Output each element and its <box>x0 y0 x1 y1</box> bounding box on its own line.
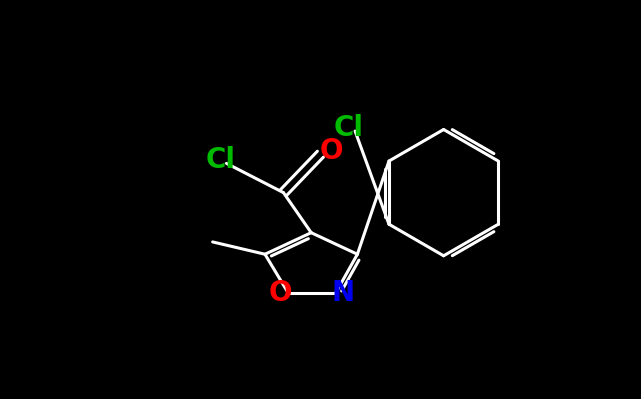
Text: Cl: Cl <box>334 114 364 142</box>
Text: N: N <box>332 279 355 307</box>
Text: O: O <box>269 279 292 307</box>
Text: Cl: Cl <box>205 146 235 174</box>
Text: O: O <box>319 137 343 165</box>
